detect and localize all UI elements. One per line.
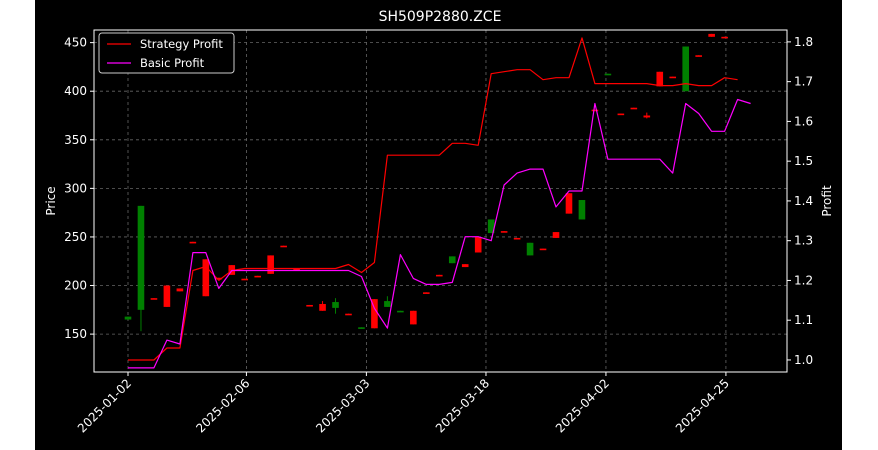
candle-body [552,232,560,238]
candle-body [215,277,223,280]
candle-body [293,269,300,271]
legend-box [98,32,235,74]
profit-lines [128,37,751,369]
candle-body [189,241,197,244]
candle-body [241,278,249,281]
candle-body [397,310,404,313]
price-tick-label: 300 [64,181,87,195]
y2-axis-label: Profit [820,185,834,217]
candle-body [163,285,171,307]
profit-tick-label: 1.7 [794,75,813,89]
profit-tick-label: 1.8 [794,35,813,49]
profit-axis: 1.0 1.1 1.2 1.3 1.4 1.5 1.6 1.7 1.8 [787,35,813,367]
candle-body [137,205,145,310]
candle-body [423,292,430,294]
candle-body [695,55,702,57]
candle-body [604,73,612,76]
price-tick-label: 250 [64,230,87,244]
price-tick-label: 450 [64,36,87,50]
candle-body [656,71,664,87]
profit-tick-label: 1.2 [794,273,813,287]
candle-body [565,193,573,214]
candle-body [448,256,456,264]
candle-body [267,255,274,274]
candle-body [591,109,599,112]
candle-body [487,219,495,234]
price-tick-label: 400 [64,84,87,98]
candle-body [643,115,651,118]
candle-body [435,274,443,277]
candle-body [669,76,677,79]
candle-body [500,231,508,233]
candle-body [202,259,210,297]
candle-body [539,248,547,251]
chart-title: SH509P2880.ZCE [379,9,502,25]
candle-body [306,304,313,307]
basic-profit-line [128,98,751,369]
candle-body [176,288,184,292]
profit-tick-label: 1.1 [794,313,813,327]
candle-body [682,46,690,92]
y-axis-label: Price [44,186,58,215]
candle-body [410,310,417,325]
profit-tick-label: 1.3 [794,234,813,248]
legend: Strategy Profit Basic Profit [98,32,235,74]
plot-area [94,30,787,372]
candle-body [721,36,728,39]
candle-body [358,327,365,329]
price-tick-label: 350 [64,133,87,147]
price-tick-label: 150 [64,327,87,341]
candle-body [384,301,391,307]
candle-body [254,275,261,278]
candle-body [345,313,352,316]
candle-body [630,107,638,110]
candle-body [280,245,287,248]
candle-body [319,303,326,311]
legend-label-strategy: Strategy Profit [140,37,223,51]
candles [124,33,728,332]
price-tick-label: 200 [64,279,87,293]
profit-tick-label: 1.6 [794,114,813,128]
candle-body [332,302,339,308]
candle-body [617,113,625,116]
candle-body [708,33,715,37]
candle-body [526,242,534,256]
profit-tick-label: 1.4 [794,194,813,208]
strategy-profit-line [128,37,738,361]
candle-body [578,200,586,220]
candle-body [461,264,469,268]
profit-tick-label: 1.5 [794,154,813,168]
candle-body [124,316,132,320]
candle-body [513,237,521,240]
profit-tick-label: 1.0 [794,353,813,367]
candle-body [474,236,482,253]
legend-label-basic: Basic Profit [140,56,205,70]
candle-body [371,299,378,329]
candle-body [150,298,158,300]
price-axis: 150 200 250 300 350 400 450 [64,36,94,341]
